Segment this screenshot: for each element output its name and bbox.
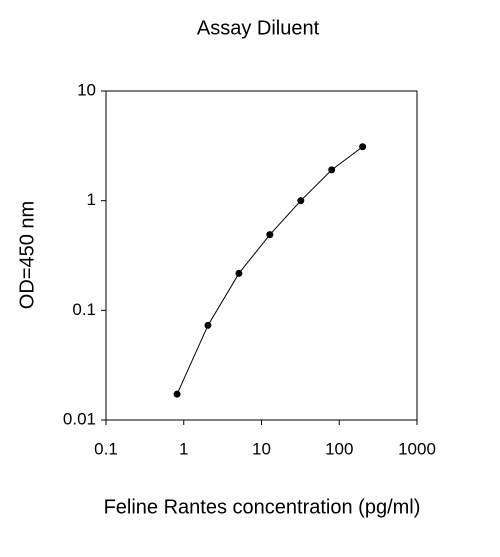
y-tick-label: 0.01	[63, 409, 96, 428]
x-tick-label: 0.1	[94, 439, 118, 458]
data-point	[235, 269, 243, 277]
x-tick-label: 1	[179, 439, 188, 458]
y-tick-label: 10	[77, 80, 96, 99]
chart-title: Assay Diluent	[197, 17, 320, 39]
data-point	[204, 321, 212, 329]
data-point	[297, 197, 305, 205]
x-tick-label: 1000	[398, 439, 436, 458]
data-point	[173, 390, 181, 398]
y-axis-label: OD=450 nm	[16, 201, 38, 309]
x-tick-label: 100	[325, 439, 353, 458]
data-point	[359, 143, 367, 151]
y-tick-label: 1	[87, 190, 96, 209]
x-tick-label: 10	[252, 439, 271, 458]
plot-frame	[105, 90, 418, 421]
data-point	[328, 166, 336, 174]
x-axis-label: Feline Rantes concentration (pg/ml)	[104, 496, 421, 518]
y-tick-label: 0.1	[72, 300, 96, 319]
data-line	[176, 146, 363, 395]
data-point	[266, 231, 274, 239]
